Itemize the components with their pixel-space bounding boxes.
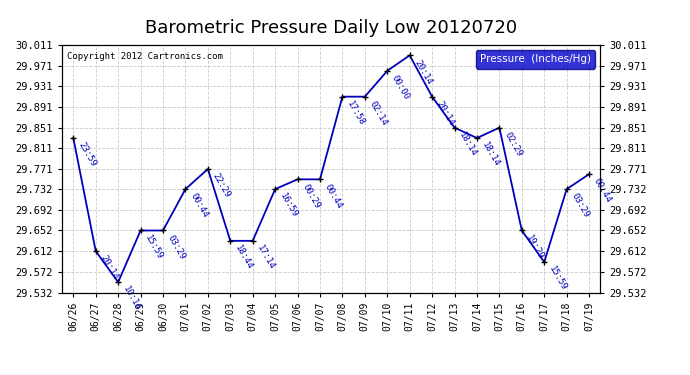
Text: 16:59: 16:59: [278, 192, 299, 220]
Text: 20:14: 20:14: [99, 254, 120, 282]
Text: 10:14: 10:14: [121, 285, 142, 313]
Text: 15:59: 15:59: [547, 265, 569, 292]
Text: 02:29: 02:29: [502, 130, 524, 158]
Text: 17:58: 17:58: [345, 99, 366, 127]
Text: 18:14: 18:14: [480, 141, 501, 168]
Text: 15:59: 15:59: [144, 233, 165, 261]
Text: Barometric Pressure Daily Low 20120720: Barometric Pressure Daily Low 20120720: [145, 19, 518, 37]
Text: 18:44: 18:44: [233, 244, 255, 272]
Text: 20:14: 20:14: [413, 58, 434, 86]
Text: 20:14: 20:14: [435, 99, 456, 127]
Text: 00:44: 00:44: [592, 177, 613, 205]
Text: Copyright 2012 Cartronics.com: Copyright 2012 Cartronics.com: [68, 53, 224, 62]
Text: 00:44: 00:44: [323, 182, 344, 210]
Text: 02:14: 02:14: [368, 99, 389, 127]
Text: 22:29: 22:29: [210, 172, 232, 200]
Text: 19:29: 19:29: [524, 233, 546, 261]
Text: 00:29: 00:29: [300, 182, 322, 210]
Text: 17:14: 17:14: [255, 244, 277, 272]
Legend: Pressure  (Inches/Hg): Pressure (Inches/Hg): [476, 50, 595, 69]
Text: 23:59: 23:59: [76, 141, 97, 168]
Text: 00:00: 00:00: [390, 74, 411, 101]
Text: 00:44: 00:44: [188, 192, 210, 220]
Text: 03:29: 03:29: [166, 233, 187, 261]
Text: 03:29: 03:29: [569, 192, 591, 220]
Text: 18:14: 18:14: [457, 130, 479, 158]
